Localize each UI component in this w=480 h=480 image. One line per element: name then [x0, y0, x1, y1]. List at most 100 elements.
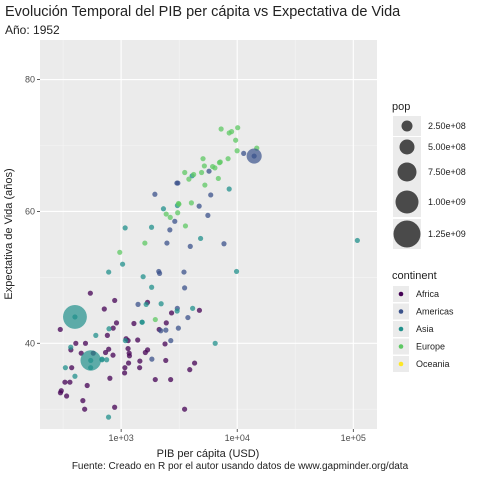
- point-americas: [135, 301, 141, 307]
- point-europe: [188, 200, 195, 206]
- point-asia: [143, 301, 149, 307]
- point-asia: [174, 308, 180, 314]
- grid-lines: [40, 40, 377, 429]
- point-africa: [125, 360, 132, 366]
- point-africa: [87, 290, 93, 296]
- point-africa: [152, 376, 158, 383]
- point-asia: [93, 332, 99, 338]
- point-africa: [102, 349, 109, 356]
- point-africa: [57, 326, 63, 333]
- point-americas: [196, 203, 202, 209]
- point-africa: [168, 376, 174, 383]
- point-asia: [122, 338, 129, 344]
- point-asia: [68, 344, 74, 350]
- point-americas: [221, 241, 227, 247]
- point-americas: [168, 338, 174, 344]
- point-americas: [181, 269, 187, 275]
- point-europe: [202, 182, 208, 188]
- point-africa: [162, 341, 168, 347]
- point-africa: [67, 379, 73, 385]
- size-legend-label: 7.50e+08: [428, 167, 466, 177]
- y-axis-title: Expectativa de Vida (años): [3, 168, 15, 299]
- point-asia: [190, 305, 196, 311]
- point-americas: [208, 192, 214, 198]
- point-africa: [101, 306, 107, 312]
- size-legend-label: 1.00e+09: [428, 197, 466, 207]
- point-americas: [205, 212, 211, 218]
- point-africa: [168, 310, 175, 316]
- size-legend-label: 5.00e+08: [428, 142, 466, 152]
- color-legend-key-asia: [398, 326, 404, 332]
- point-europe: [200, 156, 206, 162]
- size-legend-title: pop: [392, 101, 410, 113]
- point-europe: [198, 169, 205, 176]
- point-europe: [186, 176, 192, 182]
- chart-title: Evolución Temporal del PIB per cápita vs…: [5, 4, 401, 20]
- point-americas: [241, 150, 247, 157]
- size-legend-label: 2.50e+08: [428, 121, 466, 131]
- point-americas: [167, 227, 173, 233]
- data-points: [57, 125, 360, 420]
- point-americas: [163, 327, 169, 333]
- point-africa: [107, 375, 113, 381]
- point-africa: [112, 297, 118, 304]
- point-europe: [182, 169, 188, 176]
- point-asia: [72, 373, 78, 379]
- point-asia: [106, 326, 112, 332]
- point-africa: [104, 332, 110, 338]
- color-legend-label: Oceania: [416, 359, 450, 369]
- point-africa: [137, 365, 143, 371]
- point-americas: [164, 240, 170, 246]
- point-asia: [354, 237, 360, 244]
- point-asia: [139, 319, 145, 325]
- point-europe: [182, 223, 189, 229]
- point-asia: [106, 269, 112, 275]
- point-asia: [122, 225, 128, 231]
- axis-ticks: 40 60 80 1e+03 1e+04 1e+05: [25, 75, 366, 443]
- point-europe: [163, 211, 169, 217]
- point-africa: [142, 349, 148, 356]
- point-americas: [172, 218, 178, 224]
- chart-subtitle: Año: 1952: [5, 23, 60, 37]
- point-europe: [235, 125, 241, 131]
- point-africa: [181, 406, 188, 412]
- point-africa: [126, 353, 133, 359]
- point-europe: [142, 240, 148, 246]
- point-europe: [176, 201, 182, 207]
- x-axis-title: PIB per cápita (USD): [157, 448, 260, 460]
- point-americas: [175, 325, 181, 331]
- size-legend: pop 2.50e+08 5.00e+08 7.50e+08 1.00e+09 1.25e…: [392, 101, 466, 249]
- size-legend-key: [393, 220, 421, 248]
- color-legend-title: continent: [392, 270, 437, 282]
- point-africa: [82, 340, 89, 346]
- point-europe: [233, 137, 239, 143]
- point-americas: [187, 243, 193, 249]
- point-africa: [163, 357, 169, 364]
- point-europe: [226, 130, 232, 136]
- point-europe: [212, 165, 218, 171]
- point-americas: [182, 285, 188, 291]
- color-legend-label: Africa: [416, 289, 439, 299]
- point-asia: [105, 414, 112, 420]
- y-tick-label: 60: [25, 206, 35, 216]
- point-americas: [185, 314, 191, 321]
- point-africa: [69, 365, 75, 371]
- point-americas: [174, 180, 180, 186]
- point-africa: [110, 352, 116, 358]
- point-africa: [80, 398, 86, 404]
- point-europe: [218, 126, 224, 132]
- color-legend-key-africa: [398, 291, 404, 297]
- point-africa: [163, 320, 169, 326]
- point-europe: [217, 159, 223, 165]
- point-asia: [160, 206, 167, 212]
- point-asia: [226, 186, 232, 192]
- point-africa: [62, 379, 68, 385]
- point-asia: [104, 357, 110, 363]
- point-africa: [106, 346, 112, 352]
- point-africa: [191, 360, 198, 366]
- point-africa: [122, 365, 128, 371]
- color-legend-label: Asia: [416, 324, 434, 334]
- point-europe: [175, 210, 181, 216]
- point-asia-large: [63, 304, 87, 329]
- x-tick-label: 1e+04: [225, 433, 250, 443]
